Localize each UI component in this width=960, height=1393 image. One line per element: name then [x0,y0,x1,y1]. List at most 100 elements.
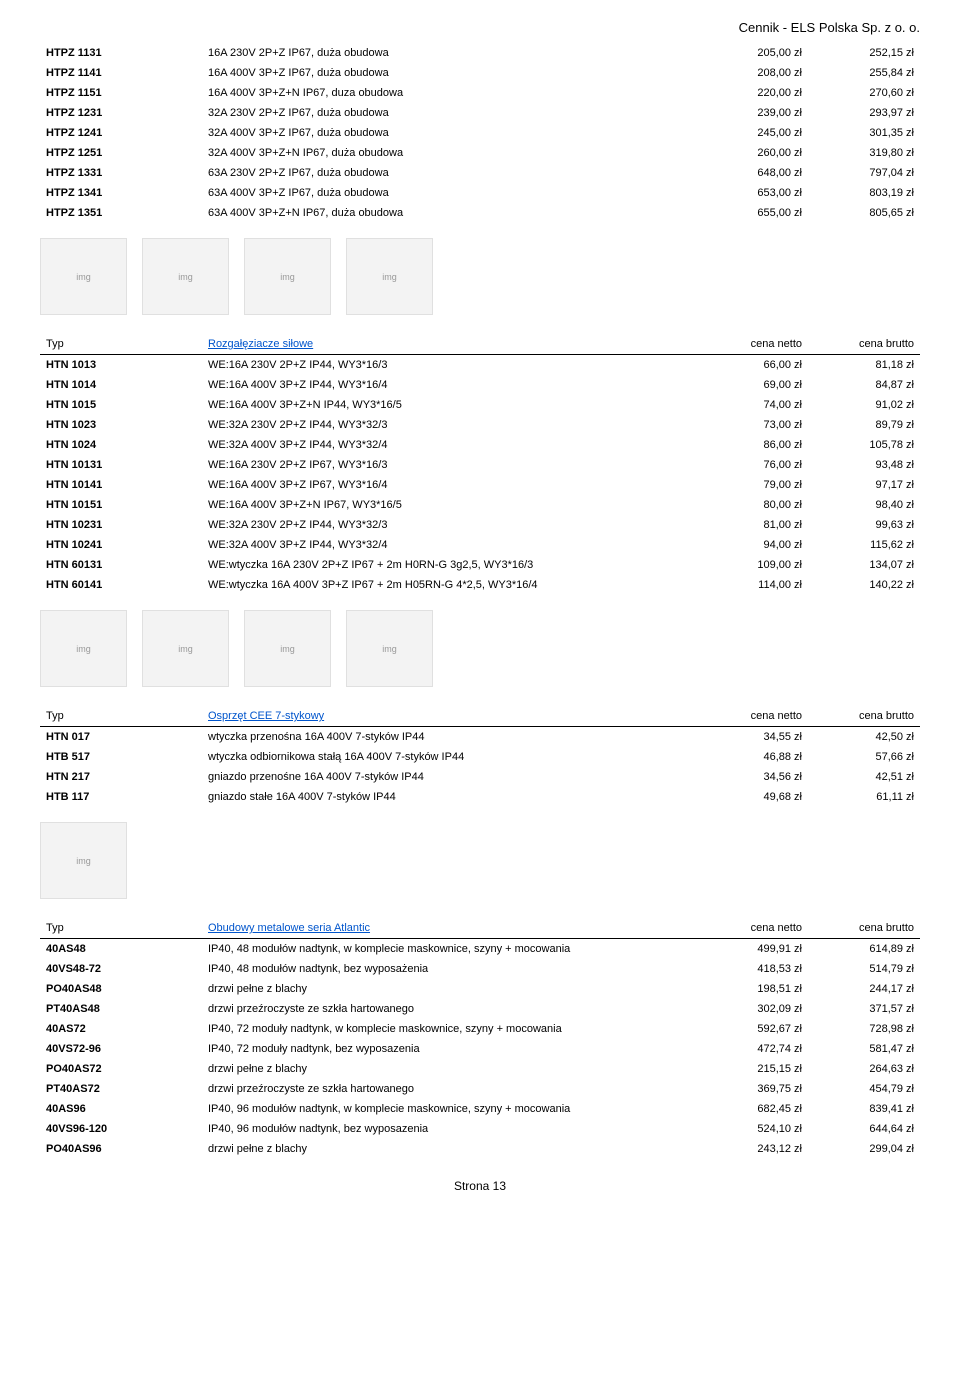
cell-code: PT40AS48 [40,999,202,1019]
cell-desc: IP40, 96 modułów nadtynk, bez wyposazeni… [202,1119,696,1139]
table-row: 40VS72-96 IP40, 72 moduły nadtynk, bez w… [40,1039,920,1059]
cell-gross: 293,97 zł [808,103,920,123]
cell-desc: WE:wtyczka 16A 230V 2P+Z IP67 + 2m H0RN-… [202,555,696,575]
cell-gross: 61,11 zł [808,787,920,807]
cell-code: HTPZ 1131 [40,43,202,63]
cell-gross: 89,79 zł [808,415,920,435]
cell-net: 245,00 zł [696,123,808,143]
cell-net: 369,75 zł [696,1079,808,1099]
cell-code: 40AS48 [40,939,202,960]
cell-net: 69,00 zł [696,375,808,395]
product-image: img [40,238,127,315]
table-row: HTPZ 1241 32A 400V 3P+Z IP67, duża obudo… [40,123,920,143]
table-row: PT40AS48 drzwi przeźroczyste ze szkła ha… [40,999,920,1019]
cell-net: 239,00 zł [696,103,808,123]
cell-desc: WE:16A 230V 2P+Z IP44, WY3*16/3 [202,355,696,376]
section-header: Typ Osprzęt CEE 7-stykowy cena netto cen… [40,702,920,727]
cell-code: 40VS96-120 [40,1119,202,1139]
cell-desc: WE:16A 400V 3P+Z IP44, WY3*16/4 [202,375,696,395]
table-row: PT40AS72 drzwi przeźroczyste ze szkła ha… [40,1079,920,1099]
table-row: HTPZ 1231 32A 230V 2P+Z IP67, duża obudo… [40,103,920,123]
table-row: HTN 10231 WE:32A 230V 2P+Z IP44, WY3*32/… [40,515,920,535]
page-footer: Strona 13 [40,1179,920,1193]
cell-net: 109,00 zł [696,555,808,575]
cell-desc: WE:32A 400V 3P+Z IP44, WY3*32/4 [202,535,696,555]
cell-desc: wtyczka przenośna 16A 400V 7-styków IP44 [202,727,696,748]
cell-code: HTN 1014 [40,375,202,395]
cell-code: HTN 10141 [40,475,202,495]
cell-code: HTN 60141 [40,575,202,595]
cell-net: 86,00 zł [696,435,808,455]
product-image: img [142,610,229,687]
cell-code: HTPZ 1231 [40,103,202,123]
cell-net: 592,67 zł [696,1019,808,1039]
cell-desc: 32A 400V 3P+Z+N IP67, duża obudowa [202,143,696,163]
cell-gross: 614,89 zł [808,939,920,960]
cell-code: 40VS72-96 [40,1039,202,1059]
section-header: Typ Obudowy metalowe seria Atlantic cena… [40,914,920,939]
section-title: Rozgałęziacze siłowe [202,330,696,355]
cell-code: HTN 017 [40,727,202,748]
section-title: Osprzęt CEE 7-stykowy [202,702,696,727]
cell-net: 80,00 zł [696,495,808,515]
cell-gross: 42,50 zł [808,727,920,748]
cell-code: PO40AS96 [40,1139,202,1159]
cell-gross: 57,66 zł [808,747,920,767]
table-row: 40AS72 IP40, 72 moduły nadtynk, w komple… [40,1019,920,1039]
cell-gross: 81,18 zł [808,355,920,376]
section-title: Obudowy metalowe seria Atlantic [202,914,696,939]
col-type-label: Typ [40,702,202,727]
cell-gross: 805,65 zł [808,203,920,223]
cell-net: 260,00 zł [696,143,808,163]
image-row-3: img [40,822,920,899]
product-image: img [142,238,229,315]
cell-net: 655,00 zł [696,203,808,223]
table-cee7: Typ Osprzęt CEE 7-stykowy cena netto cen… [40,702,920,807]
cell-net: 208,00 zł [696,63,808,83]
cell-code: HTPZ 1241 [40,123,202,143]
table-row: HTN 60131 WE:wtyczka 16A 230V 2P+Z IP67 … [40,555,920,575]
cell-gross: 140,22 zł [808,575,920,595]
cell-desc: 63A 230V 2P+Z IP67, duża obudowa [202,163,696,183]
cell-code: PT40AS72 [40,1079,202,1099]
cell-net: 220,00 zł [696,83,808,103]
product-image: img [40,610,127,687]
table-row: HTPZ 1151 16A 400V 3P+Z+N IP67, duza obu… [40,83,920,103]
cell-net: 81,00 zł [696,515,808,535]
cell-desc: WE:32A 230V 2P+Z IP44, WY3*32/3 [202,515,696,535]
table-row: HTN 1013 WE:16A 230V 2P+Z IP44, WY3*16/3… [40,355,920,376]
cell-net: 653,00 zł [696,183,808,203]
page-header: Cennik - ELS Polska Sp. z o. o. [40,20,920,35]
cell-gross: 581,47 zł [808,1039,920,1059]
cell-desc: 63A 400V 3P+Z IP67, duża obudowa [202,183,696,203]
cell-desc: wtyczka odbiornikowa stałą 16A 400V 7-st… [202,747,696,767]
table-row: 40AS96 IP40, 96 modułów nadtynk, w kompl… [40,1099,920,1119]
table-row: HTPZ 1351 63A 400V 3P+Z+N IP67, duża obu… [40,203,920,223]
table-row: HTN 10241 WE:32A 400V 3P+Z IP44, WY3*32/… [40,535,920,555]
table-row: HTPZ 1251 32A 400V 3P+Z+N IP67, duża obu… [40,143,920,163]
cell-desc: 32A 400V 3P+Z IP67, duża obudowa [202,123,696,143]
cell-desc: 16A 400V 3P+Z+N IP67, duza obudowa [202,83,696,103]
product-image: img [346,238,433,315]
cell-code: PO40AS48 [40,979,202,999]
cell-net: 648,00 zł [696,163,808,183]
cell-gross: 134,07 zł [808,555,920,575]
cell-gross: 264,63 zł [808,1059,920,1079]
cell-code: PO40AS72 [40,1059,202,1079]
table-row: HTN 1023 WE:32A 230V 2P+Z IP44, WY3*32/3… [40,415,920,435]
cell-code: HTN 10131 [40,455,202,475]
cell-gross: 514,79 zł [808,959,920,979]
cell-gross: 84,87 zł [808,375,920,395]
cell-gross: 252,15 zł [808,43,920,63]
cell-gross: 371,57 zł [808,999,920,1019]
cell-desc: 63A 400V 3P+Z+N IP67, duża obudowa [202,203,696,223]
cell-net: 79,00 zł [696,475,808,495]
cell-desc: drzwi przeźroczyste ze szkła hartowanego [202,999,696,1019]
cell-code: HTPZ 1341 [40,183,202,203]
cell-net: 46,88 zł [696,747,808,767]
table-row: 40VS48-72 IP40, 48 modułów nadtynk, bez … [40,959,920,979]
cell-net: 76,00 zł [696,455,808,475]
col-gross-label: cena brutto [808,914,920,939]
cell-gross: 91,02 zł [808,395,920,415]
cell-desc: drzwi przeźroczyste ze szkła hartowanego [202,1079,696,1099]
